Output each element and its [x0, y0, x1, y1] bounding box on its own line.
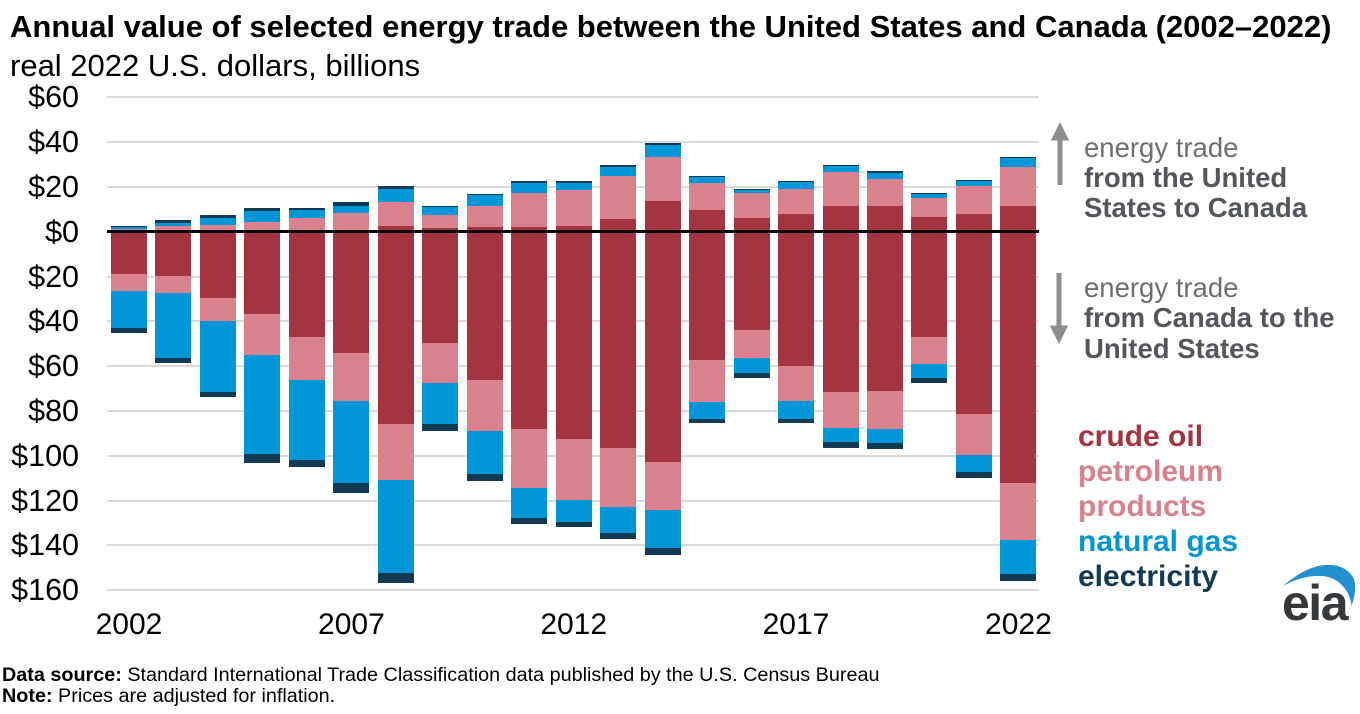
svg-text:eia: eia — [1282, 575, 1350, 625]
